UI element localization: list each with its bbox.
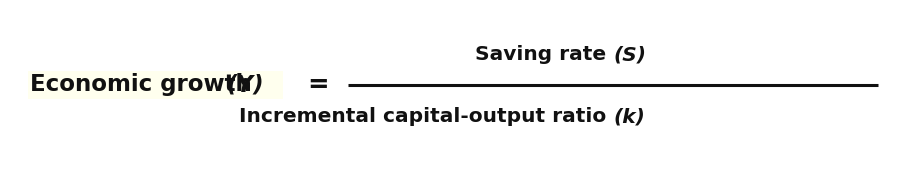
Text: Incremental capital-output ratio: Incremental capital-output ratio [239,107,613,126]
Text: (Y): (Y) [226,73,264,97]
Text: (k): (k) [613,107,645,126]
Text: =: = [307,72,329,98]
FancyBboxPatch shape [28,71,283,99]
Text: Saving rate: Saving rate [475,46,613,64]
Text: Economic growth: Economic growth [30,73,260,97]
Text: (S): (S) [613,46,646,64]
